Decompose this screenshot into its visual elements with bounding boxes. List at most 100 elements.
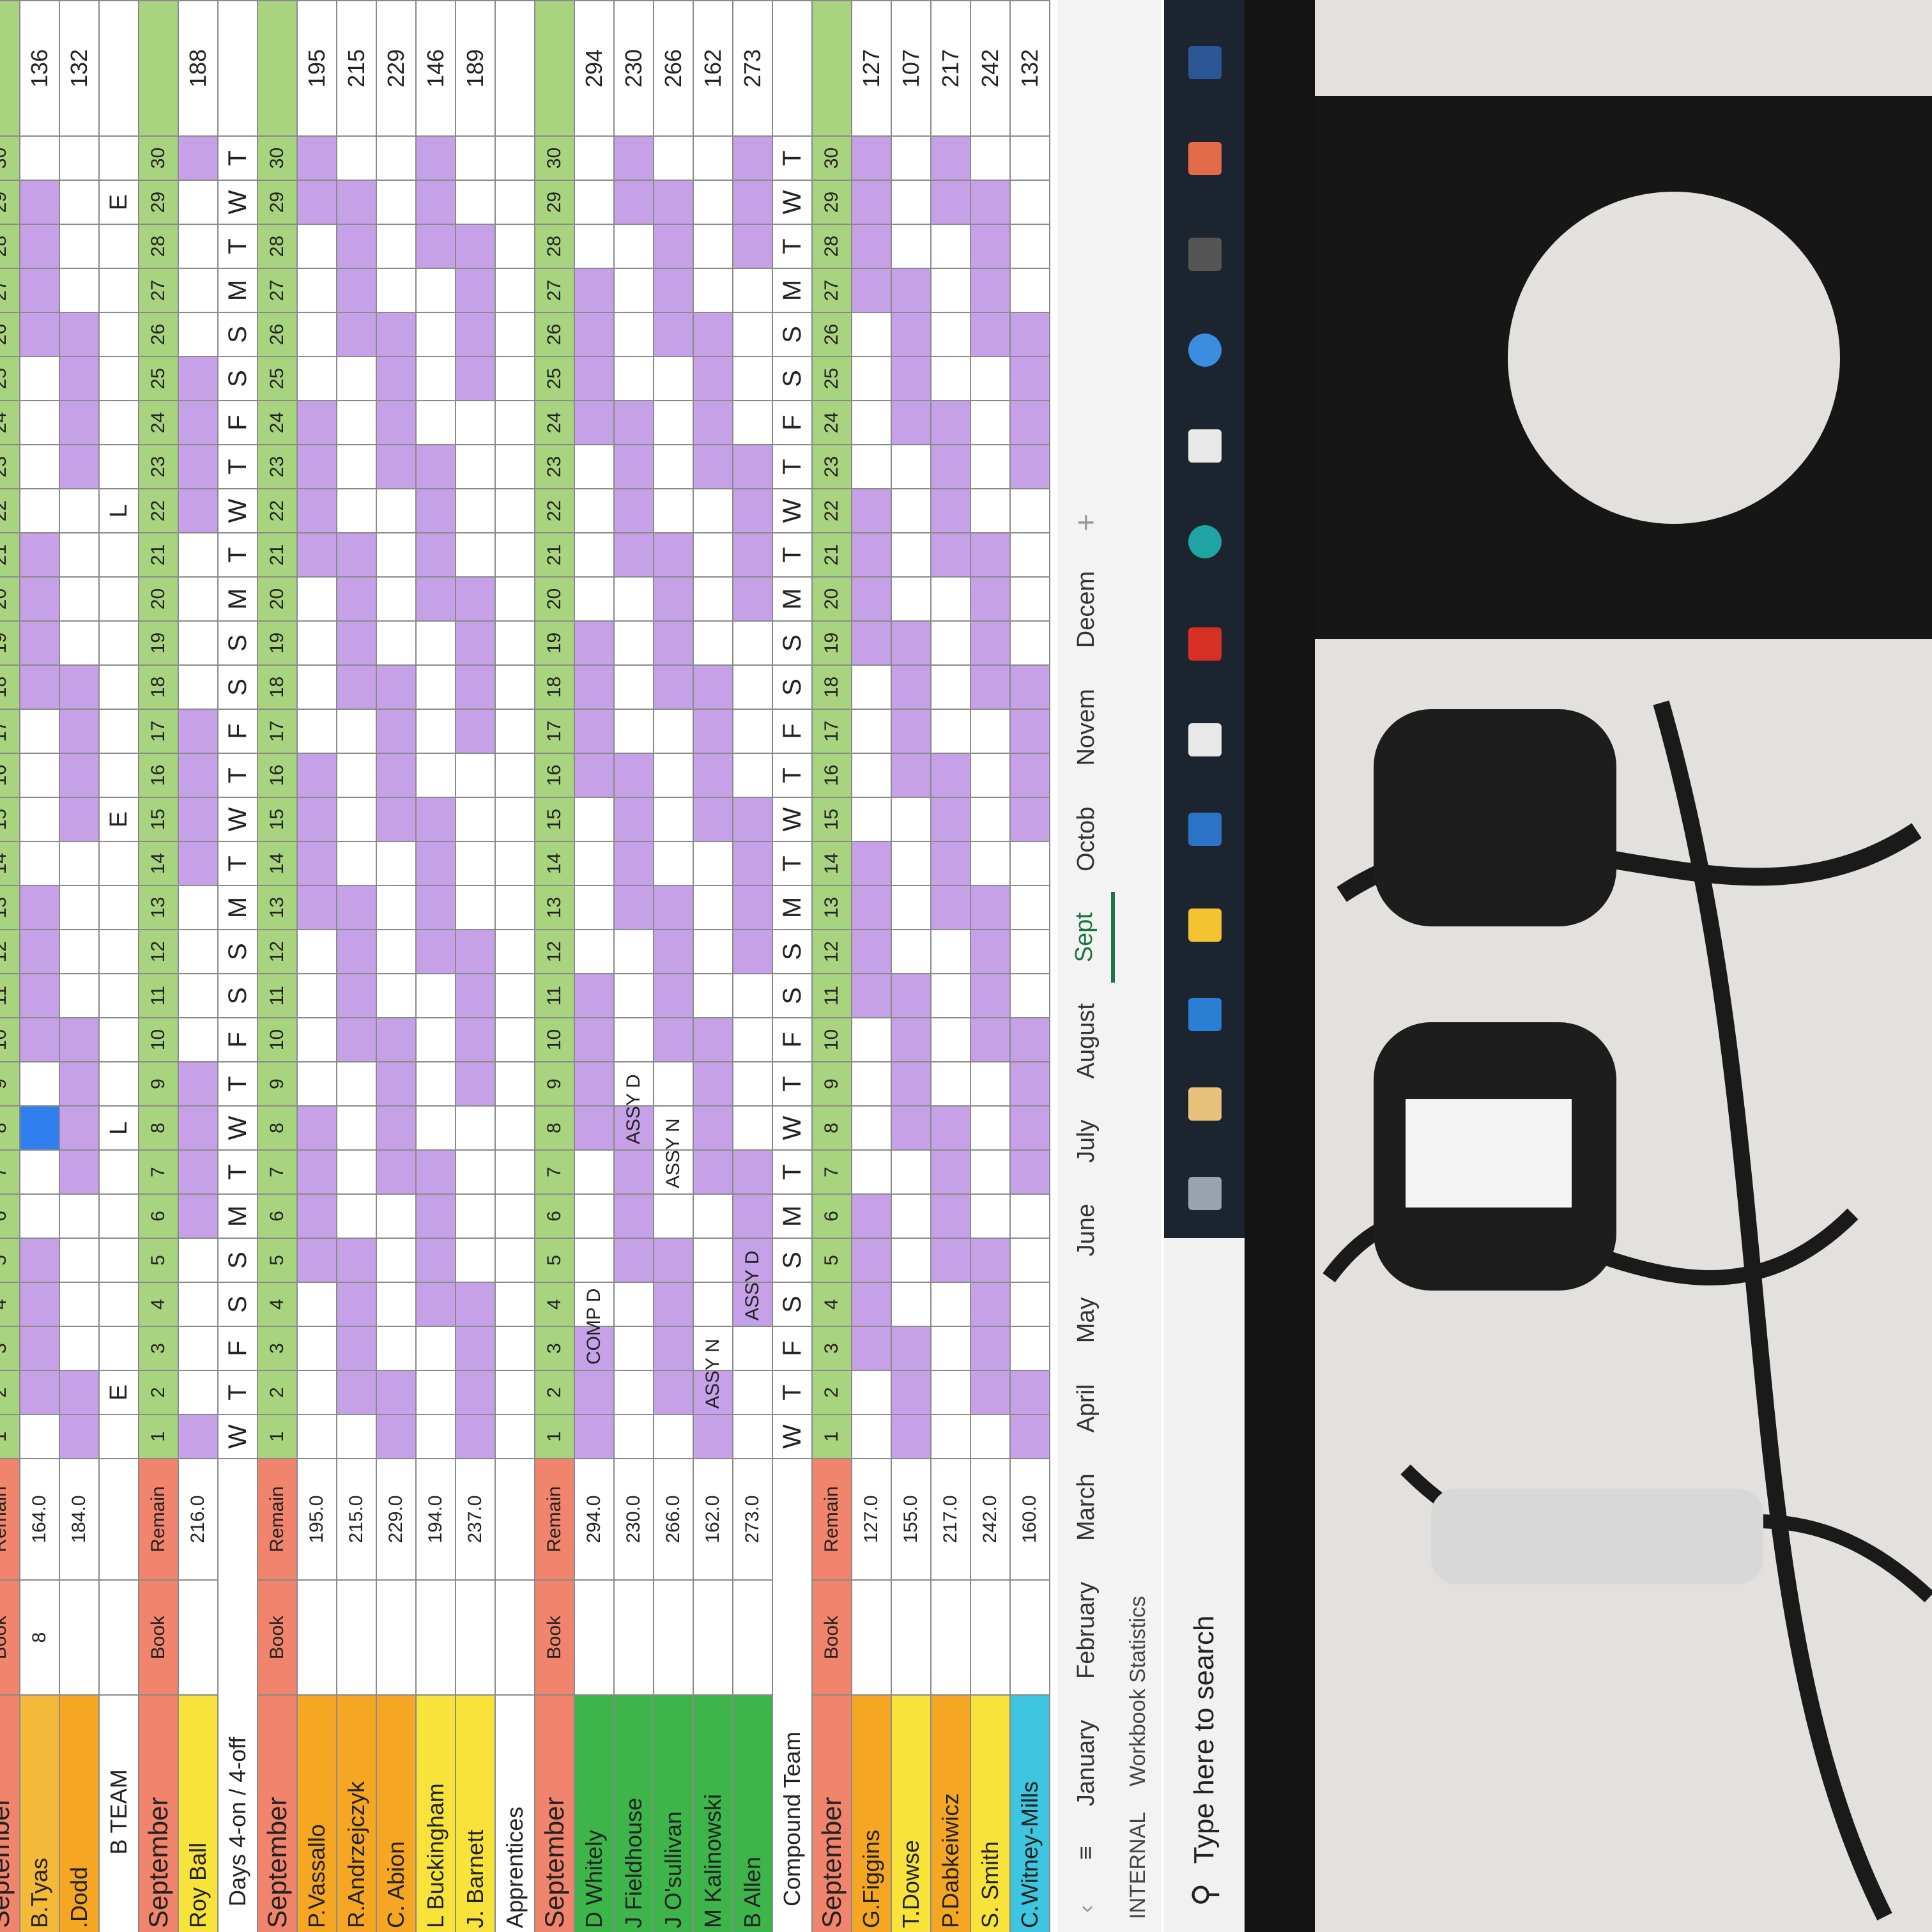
day-cell [100,224,139,268]
day-cell [377,1326,417,1370]
day-cell [337,312,377,356]
day-cell [100,532,139,576]
weekday: S [773,312,813,356]
day-cell [298,1061,337,1105]
day-number: 16 [258,753,298,797]
day-cell [337,664,377,709]
day-number: 15 [258,797,298,841]
day-cell [615,180,654,224]
sheet-tab[interactable]: March [1072,1473,1100,1541]
day-cell [179,797,218,841]
taskbar: ⚲ Type here to search [1164,0,1245,1932]
day-cell [496,620,535,664]
day-number: 8 [535,1105,575,1149]
edge-icon[interactable] [1188,525,1222,558]
nav-arrow[interactable]: ‹ [1072,1905,1100,1913]
person-name: R.Andrzejczyk [337,1694,377,1932]
day-cell [654,488,694,532]
weekday: T [218,1061,258,1105]
day-cell [892,1149,931,1193]
day-cell [60,1017,100,1061]
explorer-icon[interactable] [1188,1087,1222,1121]
day-cell [298,180,337,224]
outlook-icon[interactable] [1188,813,1222,846]
day-number: 11 [258,973,298,1017]
ie-icon[interactable] [1188,998,1222,1031]
day-cell [179,268,218,312]
day-cell [971,1105,1011,1149]
search-box[interactable]: ⚲ Type here to search [1164,1238,1245,1932]
app-icon[interactable] [1188,238,1222,271]
day-number: 27 [813,268,852,312]
day-cell [1011,356,1050,400]
day-cell [179,135,218,180]
task-view-icon[interactable] [1188,1177,1222,1210]
word-icon[interactable] [1188,46,1222,79]
weekday: T [773,1061,813,1105]
day-cell [733,268,773,312]
day-cell [694,797,733,841]
row-label: Days 4-on / 4-off [218,1458,258,1932]
day-number: 14 [139,841,179,885]
day-cell [733,312,773,356]
person-name: T.Dowse [892,1694,931,1932]
sheet-tab[interactable]: August [1072,1003,1100,1079]
sheet-tab[interactable]: Decem [1072,571,1100,648]
total-header [813,0,852,135]
day-number: 19 [535,620,575,664]
day-number: 17 [535,709,575,753]
day-number: 6 [258,1193,298,1238]
day-cell [892,576,931,620]
day-cell [892,1017,931,1061]
day-cell [20,973,60,1017]
day-cell [1011,620,1050,664]
day-cell [298,532,337,576]
day-cell [179,1105,218,1149]
search-icon: ⚲ [1186,1883,1222,1906]
sheet-tab[interactable]: February [1072,1581,1100,1679]
remain-cell: 162.0 [694,1458,733,1579]
sheet-tab[interactable]: June [1072,1204,1100,1257]
app-icon[interactable] [1188,334,1222,367]
total-cell: 162 [694,0,733,135]
day-number: 27 [0,268,20,312]
day-cell [931,1370,971,1414]
day-cell [100,841,139,885]
sheet-tab[interactable]: July [1072,1119,1100,1163]
workbook-statistics[interactable]: Workbook Statistics [1125,1595,1150,1786]
search-placeholder: Type here to search [1188,1615,1220,1864]
sheet-tab[interactable]: April [1072,1384,1100,1433]
app-icon[interactable] [1188,908,1222,942]
day-cell [1011,444,1050,488]
book-cell [496,1579,535,1694]
day-number: 22 [0,488,20,532]
total-cell [100,0,139,135]
app-icon[interactable] [1188,429,1222,463]
sheet-tab[interactable]: May [1072,1297,1100,1344]
day-cell [179,444,218,488]
day-number: 18 [0,664,20,709]
app-icon[interactable] [1188,723,1222,756]
day-cell [496,797,535,841]
day-cell [377,444,417,488]
section-label: Apprentices [496,1694,535,1932]
sheet-tab[interactable]: January [1072,1719,1100,1807]
day-cell [694,885,733,929]
day-cell [931,1061,971,1105]
day-cell [60,488,100,532]
sheet-tab[interactable]: Octob [1072,806,1100,872]
menu-icon[interactable]: ≡ [1072,1846,1100,1860]
app-icon[interactable] [1188,142,1222,175]
add-sheet[interactable]: + [1069,513,1103,532]
day-cell [337,356,377,400]
app-icon[interactable] [1188,627,1222,661]
day-cell [615,885,654,929]
day-cell [852,312,892,356]
day-number: 17 [258,709,298,753]
remain-cell [100,1458,139,1579]
sheet-tab[interactable]: Sept [1057,892,1115,983]
day-cell [100,1238,139,1282]
day-cell [60,1149,100,1193]
day-cell [575,620,615,664]
sheet-tab[interactable]: Novem [1072,689,1100,766]
